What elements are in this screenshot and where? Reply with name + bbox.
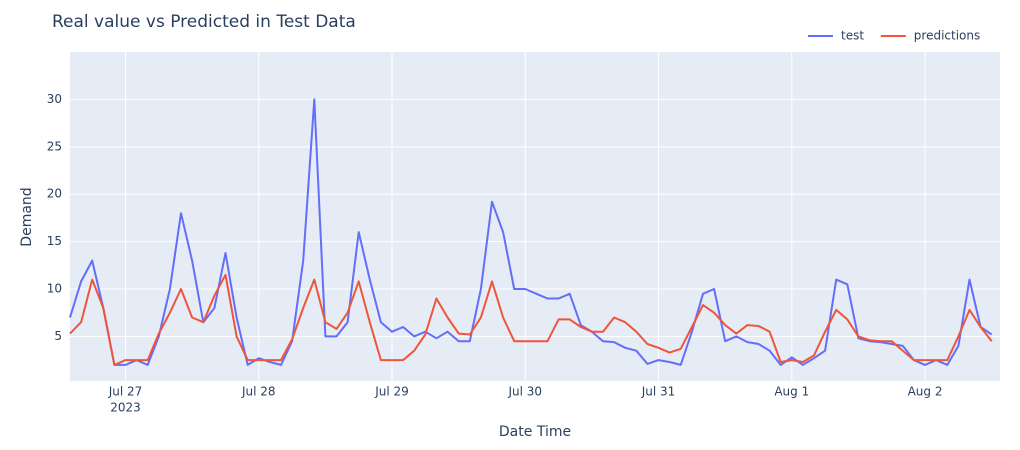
legend-label: predictions — [914, 29, 980, 43]
x-tick-label: Jul 29 — [374, 385, 409, 399]
x-tick-label: Jul 30 — [508, 385, 543, 399]
y-tick-label: 5 — [54, 329, 62, 343]
y-tick-label: 25 — [47, 139, 62, 153]
y-tick-label: 10 — [47, 282, 62, 296]
plot-area — [70, 52, 1000, 381]
x-tick-year: 2023 — [110, 401, 141, 415]
grid — [70, 52, 1000, 381]
line-series — [69, 98, 993, 366]
y-tick-label: 15 — [47, 234, 62, 248]
x-tick-label: Jul 27 — [108, 385, 143, 399]
x-tick-label: Aug 1 — [774, 385, 809, 399]
x-tick-label: Jul 28 — [241, 385, 276, 399]
x-axis-title: Date Time — [499, 424, 571, 440]
x-tick-label: Jul 31 — [641, 385, 676, 399]
y-axis-title: Demand — [19, 187, 35, 246]
legend-label: test — [841, 29, 864, 43]
y-tick-label: 20 — [47, 187, 62, 201]
line-series — [69, 273, 993, 366]
x-tick-label: Aug 2 — [908, 385, 943, 399]
chart-title: Real value vs Predicted in Test Data — [52, 12, 356, 32]
legend: test predictions — [808, 29, 980, 43]
y-tick-label: 30 — [47, 92, 62, 106]
